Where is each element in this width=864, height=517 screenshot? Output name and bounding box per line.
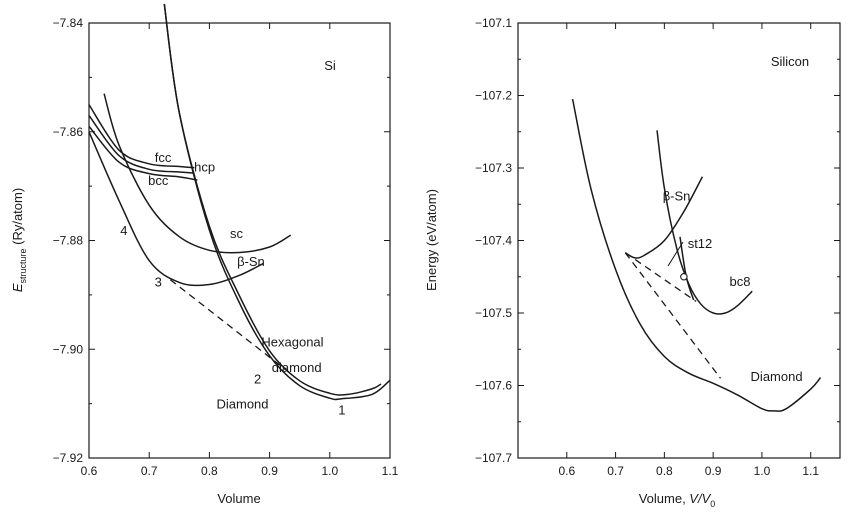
left-y-tick-label: −7.88 (53, 234, 84, 248)
right-series (571, 98, 822, 412)
left-series-hcp (88, 114, 195, 174)
left-series-fcc (88, 104, 195, 169)
right-x-tick-label: 0.6 (558, 464, 575, 478)
left-panel-label: Si (324, 58, 336, 73)
right-series-diamond (571, 98, 822, 412)
left-chart-si: 0.6 0.7 0.8 0.9 1.0 1.1 −7.92 −7.90 −7.88 −7.86 −7… (10, 3, 399, 506)
left-annotations: fcc hcp bcc sc β-Sn Hexagonal diamond Diamond 1 2… (120, 150, 345, 417)
left-annotation-fcc: fcc (155, 150, 172, 165)
right-x-axis-label-main: Volume, (639, 491, 690, 506)
left-annotation-1: 1 (338, 403, 345, 418)
left-y-tick-label: −7.86 (53, 125, 84, 139)
left-y-tick-label: −7.84 (53, 16, 84, 30)
right-x-tick-label: 0.7 (607, 464, 624, 478)
right-y-tick-label: −107.3 (475, 161, 512, 175)
right-x-tick-label: 1.0 (754, 464, 771, 478)
right-y-tick-label: −107.2 (475, 89, 512, 103)
right-x-tick-label: 1.1 (802, 464, 819, 478)
left-x-tick-label: 0.8 (201, 464, 218, 478)
left-y-tick-label: −7.92 (53, 451, 84, 465)
right-y-tick-label: −107.1 (475, 16, 512, 30)
right-plot-frame (517, 22, 841, 459)
left-x-tick-label: 1.0 (321, 464, 338, 478)
right-annotation-bc8: bc8 (730, 274, 751, 289)
right-panel-label: Silicon (771, 54, 809, 69)
right-x-axis-label-sub: 0 (710, 499, 715, 509)
right-chart-silicon: 0.6 0.7 0.8 0.9 1.0 1.1 −107.7 −107.6 −107.5 −107… (424, 16, 841, 509)
left-axis-ticks (88, 22, 391, 459)
right-tick-labels: 0.6 0.7 0.8 0.9 1.0 1.1 −107.7 −107.6 −107.5 −107… (475, 16, 819, 478)
left-y-axis-label: Estructure (Ry/atom) (10, 188, 28, 292)
right-open-circle-marker (680, 272, 688, 281)
right-x-tick-label: 0.8 (656, 464, 673, 478)
left-series-diamond (163, 3, 391, 401)
left-series-bcc (88, 125, 198, 181)
left-x-tick-label: 0.7 (141, 464, 158, 478)
left-annotation-3: 3 (155, 275, 162, 290)
left-annotation-beta-sn: β-Sn (237, 254, 265, 269)
left-x-tick-label: 0.6 (81, 464, 98, 478)
right-markers (680, 272, 688, 281)
left-y-axis-label-sub: structure (18, 248, 28, 283)
right-y-tick-label: −107.5 (475, 306, 512, 320)
left-y-axis-label-unit: (Ry/atom) (10, 188, 25, 249)
right-axis-ticks (518, 22, 840, 459)
right-annotation-beta-sn: β-Sn (663, 189, 691, 204)
right-y-axis-label: Energy (eV/atom) (424, 189, 439, 291)
right-annotation-st12: st12 (688, 236, 713, 251)
left-annotation-diamond: diamond (272, 360, 322, 375)
right-series-common-tangent-dashed (624, 252, 697, 302)
left-annotation-diamond: Diamond (216, 397, 268, 412)
left-x-tick-label: 1.1 (382, 464, 399, 478)
left-tick-labels: 0.6 0.7 0.8 0.9 1.0 1.1 −7.92 −7.90 −7.88 −7.86 −7… (53, 16, 399, 478)
left-y-tick-label: −7.90 (53, 342, 84, 356)
left-annotation-2: 2 (254, 372, 261, 387)
right-y-tick-label: −107.7 (475, 451, 512, 465)
left-series-sc (103, 93, 292, 254)
left-x-axis-label: Volume (217, 491, 260, 506)
left-series-common-tangent-dashed (169, 279, 292, 375)
st12-leader-line (667, 241, 684, 267)
left-series-beta-sn (88, 131, 264, 287)
right-x-tick-label: 0.9 (705, 464, 722, 478)
right-annotation-diamond: Diamond (751, 369, 803, 384)
right-y-tick-label: −107.6 (475, 379, 512, 393)
right-x-axis-label-italic: V/V (689, 491, 711, 506)
left-x-tick-label: 0.9 (261, 464, 278, 478)
right-x-axis-label: Volume, V/V0 (639, 491, 716, 509)
left-series (88, 3, 391, 401)
left-annotation-sc: sc (230, 226, 244, 241)
left-y-axis-label-main: E (10, 283, 25, 292)
left-annotation-bcc: bcc (148, 173, 169, 188)
right-annotations: β-Sn st12 bc8 Diamond (663, 189, 803, 385)
left-annotation-hcp: hcp (194, 159, 215, 174)
right-series-bc8 (656, 130, 753, 315)
left-annotation-hexagonal: Hexagonal (261, 335, 323, 350)
right-series-common-tangent-dashed (624, 252, 722, 379)
left-annotation-4: 4 (120, 223, 127, 238)
right-series-beta-sn (624, 176, 704, 259)
right-y-tick-label: −107.4 (475, 234, 512, 248)
